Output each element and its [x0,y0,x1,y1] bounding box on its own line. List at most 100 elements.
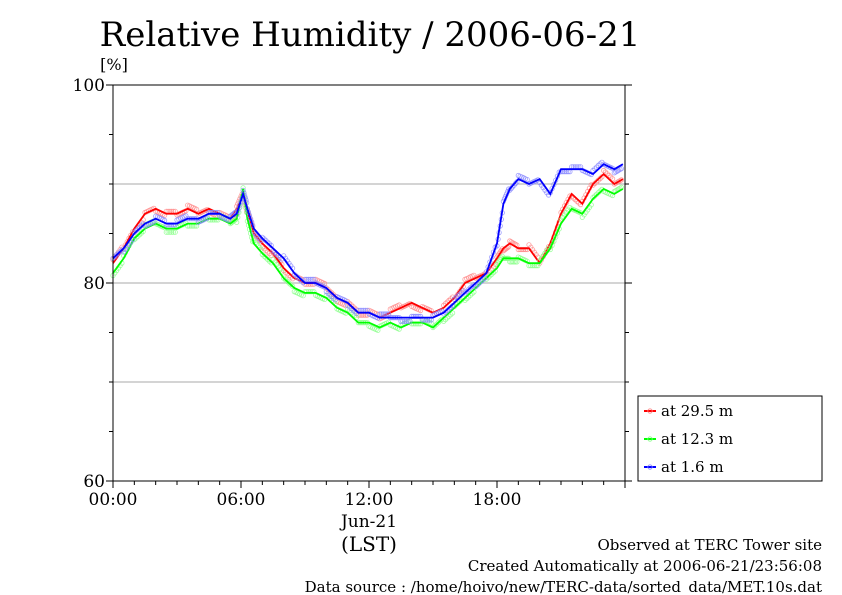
data-point [384,311,390,317]
data-point [165,229,171,235]
data-point [473,283,479,290]
data-point [405,318,411,324]
data-point [234,219,240,225]
data-point [514,259,520,265]
data-point [213,209,219,216]
data-point [169,222,175,228]
y-axis-unit-label: [%] [100,55,128,74]
data-point [409,313,415,319]
data-point [265,249,271,255]
data-point [512,259,519,265]
legend-label: at 1.6 m [661,458,724,476]
data-point [172,222,178,228]
data-point [481,275,488,281]
legend: at 29.5 m at 12.3 m at 1.6 m [644,402,733,476]
data-point [302,276,308,282]
data-point [416,321,422,327]
data-point [521,246,527,253]
data-point [307,289,313,295]
data-point [465,286,472,293]
data-point [305,281,312,287]
data-point [170,229,176,235]
data-point [305,289,312,295]
data-point [618,166,625,172]
data-point [414,321,420,327]
data-point [449,310,456,316]
data-point [258,239,264,245]
legend-entry: at 1.6 m [644,458,724,476]
data-point [382,311,388,317]
data-point [609,176,616,182]
x-tick-label: 12:00 [345,490,394,510]
data-point [204,215,210,221]
series-layer [110,159,625,333]
data-point [401,318,408,324]
legend-label: at 29.5 m [661,402,733,420]
data-point [307,281,313,287]
axis-ticks: 60 80 100 00:00 06:00 12:00 18:00 [73,76,632,510]
legend-box [637,395,823,482]
data-point [167,222,173,228]
data-point [398,318,404,324]
legend-entry: at 29.5 m [644,402,733,420]
data-point [258,237,264,243]
data-point [307,276,313,282]
chart-title: Relative Humidity / 2006-06-21 [100,15,641,55]
data-point [304,289,310,295]
data-point [618,177,625,183]
data-point [378,311,384,317]
data-point [206,209,212,216]
data-point [524,177,530,183]
data-point [410,313,416,319]
data-point [414,313,420,319]
data-point [208,209,214,216]
data-point [353,314,360,320]
data-point [210,209,216,216]
data-point [380,311,386,317]
data-point [289,283,296,289]
data-point [170,222,176,228]
data-point [194,206,200,212]
y-tick-label: 60 [83,472,105,492]
data-point [304,276,310,282]
data-point [172,229,178,235]
data-point [114,252,120,258]
date-label: Jun-21 [339,512,397,532]
footer-data-source: Data source : /home/hoivo/new/TERC-data/… [305,578,822,595]
data-point [163,229,169,235]
data-point [403,318,409,324]
legend-marker [647,408,653,414]
data-point [163,222,169,228]
data-point [309,281,315,287]
data-point [309,289,315,295]
series-line [112,163,624,319]
y-tick-label: 100 [73,76,105,96]
data-point [165,222,171,228]
x-tick-label: 06:00 [217,490,266,510]
data-point [281,275,287,281]
data-point [167,229,173,235]
x-tick-label: 18:00 [473,490,522,510]
data-point [433,321,440,327]
legend-marker [647,464,653,470]
data-point [211,209,217,216]
data-point [305,276,312,282]
footer-created: Created Automatically at 2006-06-21/23:5… [468,557,822,575]
footer-observed: Observed at TERC Tower site [597,536,822,554]
x-tick-label: 00:00 [89,490,138,510]
data-point [457,291,463,297]
data-point [593,164,600,170]
data-point [519,246,525,253]
y-tick-label: 80 [83,274,105,294]
data-point [522,246,529,253]
data-point [412,321,418,327]
legend-label: at 12.3 m [661,430,733,448]
data-point [400,318,406,324]
legend-marker [647,436,653,442]
data-point [511,259,517,265]
legend-entry: at 12.3 m [644,430,733,448]
series-3 [110,159,625,324]
data-point [210,217,216,223]
data-point [416,313,422,319]
x-axis-label: (LST) [341,532,397,556]
